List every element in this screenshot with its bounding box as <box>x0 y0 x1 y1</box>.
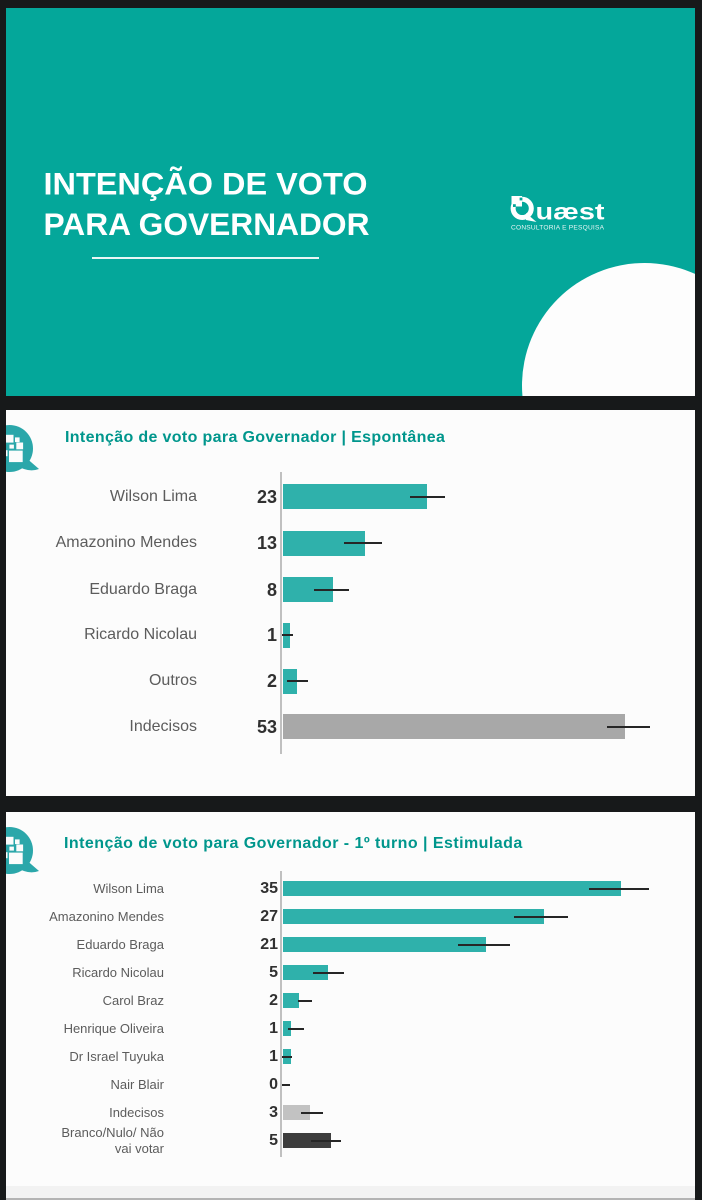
svg-text:INTENÇÃO DE VOTO: INTENÇÃO DE VOTO <box>44 166 368 202</box>
svg-text:uæst: uæst <box>536 199 605 225</box>
svg-text:CONSULTORIA E PESQUISA: CONSULTORIA E PESQUISA <box>511 225 605 232</box>
svg-text:PARA GOVERNADOR: PARA GOVERNADOR <box>44 206 370 242</box>
